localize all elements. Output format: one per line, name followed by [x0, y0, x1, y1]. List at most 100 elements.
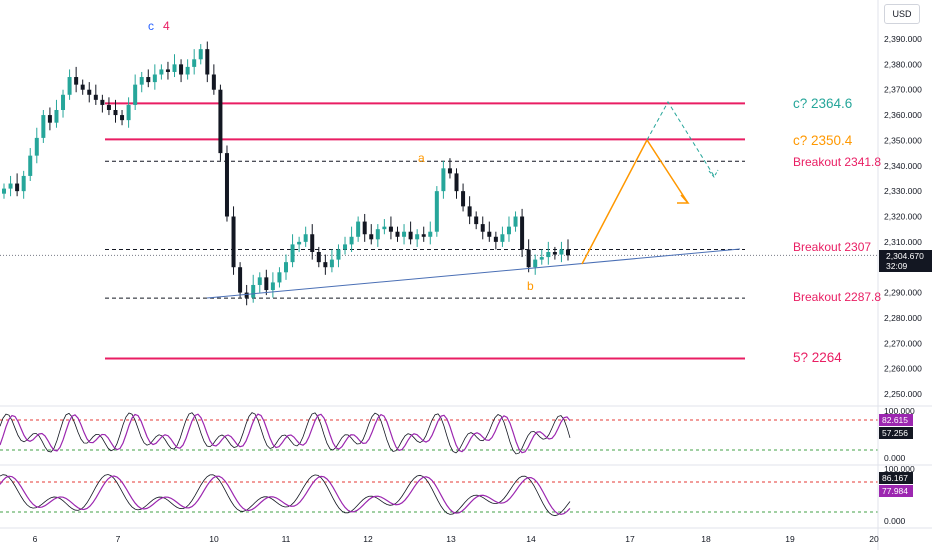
candle-body [231, 216, 236, 268]
level-label-2350: c? 2350.4 [793, 133, 853, 148]
candle-body [61, 94, 66, 110]
candle-body [546, 252, 551, 258]
osc1-axis-top: 100.000 [884, 406, 915, 416]
candle-body [303, 234, 308, 242]
candle-body [113, 110, 118, 116]
price-tick-label: 2,380.000 [884, 59, 922, 69]
osc2-value-1: 86.167 [882, 473, 908, 483]
time-tick-label: 7 [116, 534, 121, 544]
candle-body [526, 249, 531, 268]
osc1-k-line [0, 412, 571, 455]
candle-body [487, 231, 492, 237]
price-tick-label: 2,250.000 [884, 389, 922, 399]
osc1-badges: 82.615 57.256 100.000 0.000 [879, 406, 915, 463]
projection-path-orange [581, 138, 689, 265]
projection-arrowhead-green [708, 169, 719, 178]
candle-body [566, 249, 570, 256]
candle-body [559, 249, 564, 255]
candle-body [80, 84, 85, 90]
time-tick-label: 20 [869, 534, 879, 544]
candle-body [356, 221, 361, 237]
candle-body [8, 183, 13, 189]
candle-body [47, 115, 52, 123]
osc1-d-line [0, 413, 571, 454]
candle-body [41, 115, 46, 138]
breakout-label-2307: Breakout 2307 [793, 240, 871, 254]
candle-body [211, 74, 216, 90]
candle-body [28, 155, 33, 176]
candle-body [349, 236, 354, 245]
candle-body [218, 89, 223, 154]
time-tick-label: 19 [785, 534, 795, 544]
current-price-badge: 2,304.670 32:09 [879, 250, 932, 272]
candle-body [375, 229, 380, 240]
time-axis[interactable]: 6 7 10 11 12 13 14 17 18 19 20 [33, 534, 879, 544]
time-tick-label: 13 [446, 534, 456, 544]
candle-body [310, 234, 315, 252]
grid [0, 405, 932, 529]
candle-body [474, 216, 479, 225]
candle-body [100, 99, 105, 105]
time-tick-label: 17 [625, 534, 635, 544]
wave-label-a: a [418, 151, 425, 165]
candle-body [388, 226, 393, 232]
candle-body [152, 74, 157, 83]
candle-body [244, 292, 249, 298]
candle-body [146, 77, 151, 83]
candle-body [520, 216, 525, 250]
price-tick-label: 2,350.000 [884, 135, 922, 145]
candle-body [87, 89, 92, 95]
osc2-k-line [0, 474, 571, 517]
candle-body [192, 59, 197, 67]
osc2-axis-bottom: 0.000 [884, 516, 906, 526]
currency-selector[interactable]: USD [884, 4, 920, 24]
candle-body [238, 267, 243, 293]
support-trendline [206, 248, 741, 299]
osc2-value-2: 77.984 [882, 486, 908, 496]
osc2-badges: 86.167 77.984 100.000 0.000 [879, 464, 915, 526]
candle-body [126, 104, 131, 121]
candle-body [251, 284, 256, 298]
candle-body [421, 234, 426, 237]
candle-body [447, 168, 452, 174]
time-tick-label: 12 [363, 534, 373, 544]
wave-label-4: 4 [163, 19, 170, 33]
price-tick-label: 2,360.000 [884, 110, 922, 120]
candle-body [277, 272, 282, 283]
candle-body [15, 183, 20, 192]
current-price-value: 2,304.670 [886, 251, 924, 261]
time-tick-label: 10 [209, 534, 219, 544]
candle-body [297, 241, 302, 245]
candle-body [506, 226, 511, 235]
price-tick-label: 2,320.000 [884, 212, 922, 222]
candlestick-series [2, 41, 570, 306]
osc1-value-2: 57.256 [882, 428, 908, 438]
oscillators [0, 412, 878, 517]
candle-body [67, 77, 72, 95]
candle-body [205, 49, 210, 75]
candle-body [454, 173, 459, 192]
candle-body [290, 244, 295, 263]
candle-body [172, 64, 177, 72]
candle-body [434, 191, 439, 232]
price-tick-label: 2,260.000 [884, 364, 922, 374]
time-tick-label: 6 [33, 534, 38, 544]
candle-body [500, 234, 505, 242]
candle-body [343, 244, 348, 250]
candle-body [139, 77, 144, 85]
candle-body [467, 206, 472, 217]
time-tick-label: 14 [526, 534, 536, 544]
candle-body [336, 249, 341, 260]
candle-body [480, 224, 485, 232]
candle-body [224, 153, 229, 217]
candle-body [362, 221, 367, 235]
candle-body [133, 84, 138, 105]
candle-body [74, 77, 79, 85]
candle-body [539, 257, 544, 260]
price-tick-label: 2,340.000 [884, 161, 922, 171]
price-axis[interactable]: 2,390.000 2,380.000 2,370.000 2,360.000 2,35… [877, 0, 922, 550]
candle-body [316, 252, 321, 263]
projection-arrowhead-orange [677, 194, 690, 204]
breakout-label-2341: Breakout 2341.8 [793, 155, 881, 169]
